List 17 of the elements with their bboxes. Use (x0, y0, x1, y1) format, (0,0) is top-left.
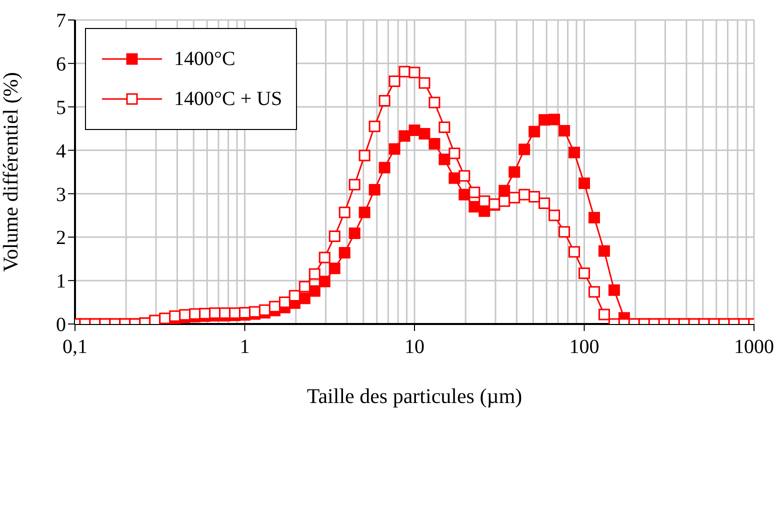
x-tick-label: 100 (569, 336, 600, 358)
y-axis-title: Volume différentiel (%) (0, 72, 22, 272)
x-tick-label: 1 (240, 336, 250, 358)
y-tick-label: 1 (56, 270, 66, 293)
x-tick-label: 1000 (734, 336, 774, 358)
y-tick-label: 2 (56, 227, 66, 250)
legend-label: 1400°C + US (174, 88, 282, 110)
x-tick-label: 0,1 (62, 336, 88, 358)
y-tick-label: 3 (56, 184, 66, 206)
y-tick-label: 7 (56, 10, 66, 32)
y-tick-label: 0 (56, 314, 66, 336)
y-tick-label: 4 (56, 140, 66, 162)
y-tick-label: 6 (56, 54, 66, 76)
y-tick-label: 5 (56, 96, 66, 119)
legend-label: 1400°C (174, 48, 236, 70)
x-tick-label: 10 (404, 336, 424, 358)
x-axis-title: Taille des particules (µm) (306, 384, 522, 408)
